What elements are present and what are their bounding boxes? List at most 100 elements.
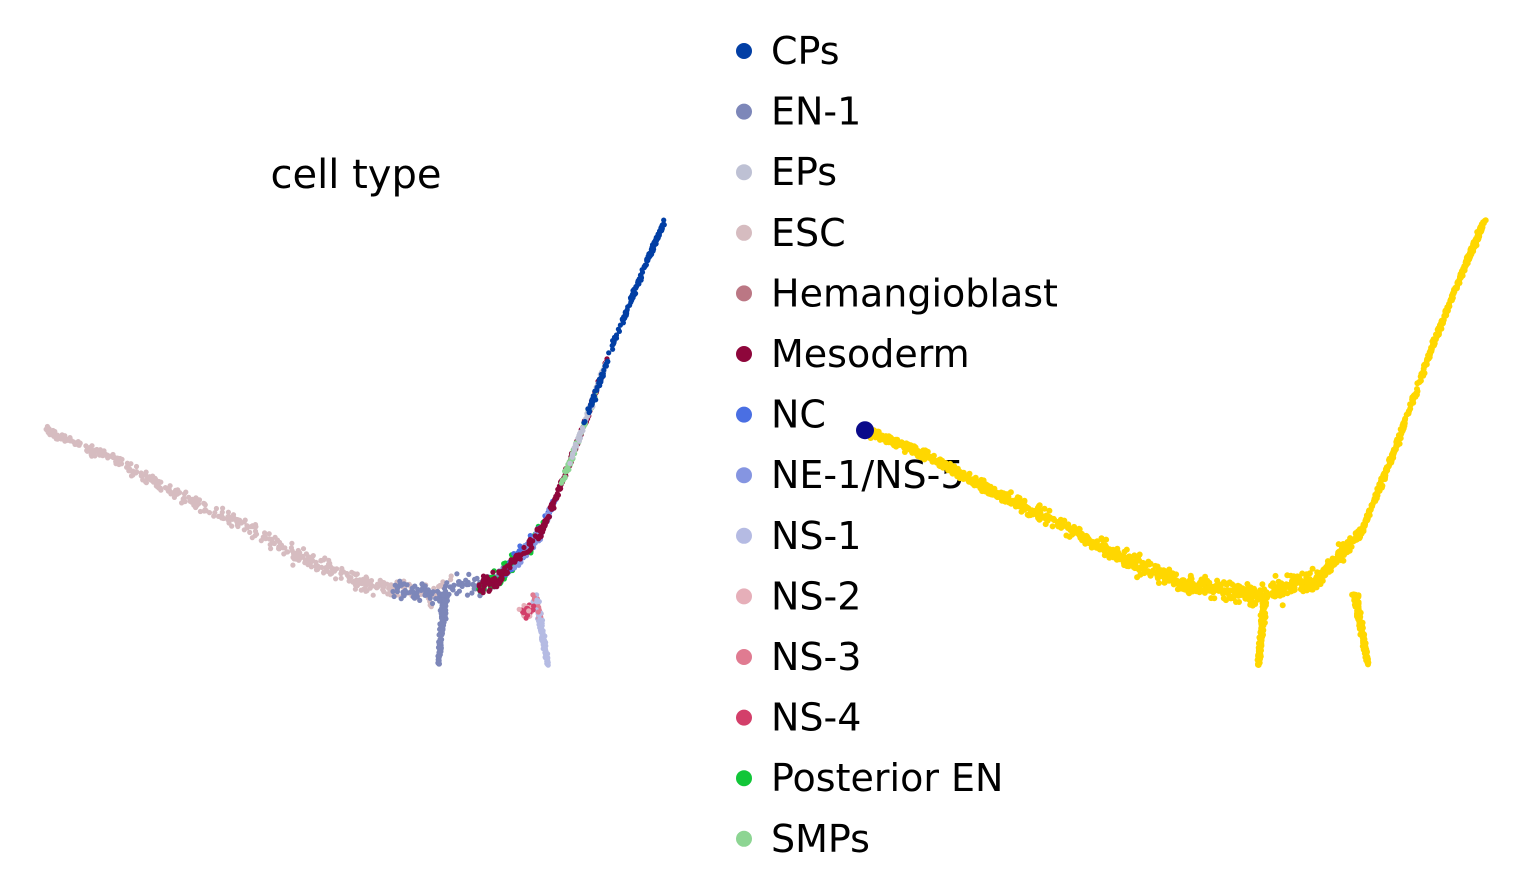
data-point bbox=[1114, 554, 1121, 561]
data-point bbox=[1279, 602, 1286, 609]
data-point bbox=[985, 485, 992, 492]
data-point bbox=[456, 588, 462, 594]
data-point bbox=[589, 399, 595, 405]
data-point bbox=[1008, 500, 1015, 507]
data-point bbox=[1021, 498, 1028, 505]
data-point bbox=[1088, 540, 1095, 547]
data-point bbox=[62, 438, 68, 444]
data-point bbox=[521, 544, 527, 551]
data-point bbox=[951, 468, 958, 475]
data-point bbox=[543, 519, 550, 525]
data-point bbox=[130, 468, 136, 474]
data-point bbox=[1443, 309, 1450, 316]
data-point bbox=[302, 557, 308, 563]
data-point bbox=[392, 582, 398, 588]
data-point bbox=[1299, 582, 1305, 589]
data-point bbox=[490, 569, 496, 575]
data-point bbox=[54, 436, 61, 442]
data-point bbox=[516, 606, 522, 612]
data-point bbox=[1400, 420, 1407, 427]
data-point bbox=[499, 568, 505, 574]
data-point bbox=[187, 496, 193, 503]
data-point bbox=[648, 252, 654, 258]
data-point bbox=[600, 371, 606, 377]
data-point bbox=[247, 529, 253, 536]
data-point bbox=[402, 587, 408, 594]
data-point bbox=[534, 598, 541, 604]
legend-label: Hemangioblast bbox=[771, 271, 1058, 315]
legend-marker bbox=[736, 649, 752, 665]
data-point bbox=[448, 573, 454, 579]
data-point bbox=[1148, 571, 1155, 577]
data-point bbox=[294, 550, 300, 556]
data-point bbox=[594, 387, 600, 393]
data-point bbox=[961, 474, 968, 481]
data-point bbox=[980, 477, 987, 484]
data-point bbox=[654, 236, 661, 242]
data-point bbox=[1027, 507, 1034, 514]
data-point bbox=[218, 512, 225, 519]
data-point bbox=[203, 508, 209, 514]
data-point bbox=[1103, 536, 1110, 543]
data-point bbox=[118, 461, 125, 467]
data-point bbox=[1101, 552, 1108, 559]
data-point bbox=[1317, 581, 1324, 588]
data-point bbox=[1187, 573, 1194, 580]
data-point bbox=[973, 481, 980, 487]
data-point bbox=[437, 639, 443, 645]
data-point bbox=[68, 438, 75, 444]
data-point bbox=[511, 558, 517, 564]
data-point bbox=[940, 462, 947, 469]
data-point bbox=[353, 572, 359, 578]
data-point bbox=[354, 577, 360, 583]
data-point bbox=[476, 582, 482, 588]
data-point bbox=[1259, 581, 1266, 588]
data-point bbox=[1430, 338, 1437, 345]
data-point bbox=[579, 425, 586, 431]
data-point bbox=[1256, 645, 1263, 652]
legend-marker bbox=[736, 285, 752, 302]
data-point bbox=[1398, 430, 1405, 437]
data-point bbox=[1255, 652, 1262, 659]
data-point bbox=[454, 571, 460, 577]
data-point bbox=[419, 581, 425, 587]
data-point bbox=[281, 551, 287, 557]
data-point bbox=[1436, 326, 1443, 333]
data-point bbox=[263, 536, 269, 542]
data-point bbox=[524, 612, 531, 619]
data-point bbox=[917, 454, 924, 461]
data-point bbox=[1125, 553, 1132, 560]
data-point bbox=[220, 505, 226, 511]
data-point bbox=[1301, 578, 1308, 585]
data-point bbox=[555, 486, 561, 492]
data-point bbox=[1390, 449, 1397, 456]
data-point bbox=[1363, 517, 1370, 524]
data-point bbox=[966, 478, 972, 485]
data-point bbox=[1076, 525, 1083, 532]
legend-label: Mesoderm bbox=[771, 332, 970, 376]
data-point bbox=[627, 302, 633, 308]
data-point bbox=[290, 562, 296, 568]
data-point bbox=[878, 433, 885, 440]
data-point bbox=[1409, 394, 1416, 401]
legend-marker bbox=[736, 709, 752, 726]
data-point bbox=[1259, 618, 1266, 625]
data-point bbox=[659, 222, 666, 228]
data-point bbox=[572, 445, 578, 452]
data-point bbox=[407, 589, 413, 595]
data-point bbox=[539, 621, 545, 628]
data-point bbox=[894, 436, 901, 443]
data-point bbox=[1413, 390, 1420, 397]
data-point bbox=[1393, 442, 1400, 449]
data-point bbox=[913, 451, 920, 458]
data-point bbox=[441, 598, 448, 604]
data-point bbox=[1036, 502, 1043, 509]
data-point bbox=[470, 581, 476, 587]
data-point bbox=[1444, 304, 1451, 311]
data-point bbox=[1365, 661, 1371, 668]
data-point bbox=[901, 449, 908, 455]
data-point bbox=[1140, 559, 1146, 566]
data-point bbox=[438, 621, 444, 627]
data-point bbox=[486, 581, 492, 588]
